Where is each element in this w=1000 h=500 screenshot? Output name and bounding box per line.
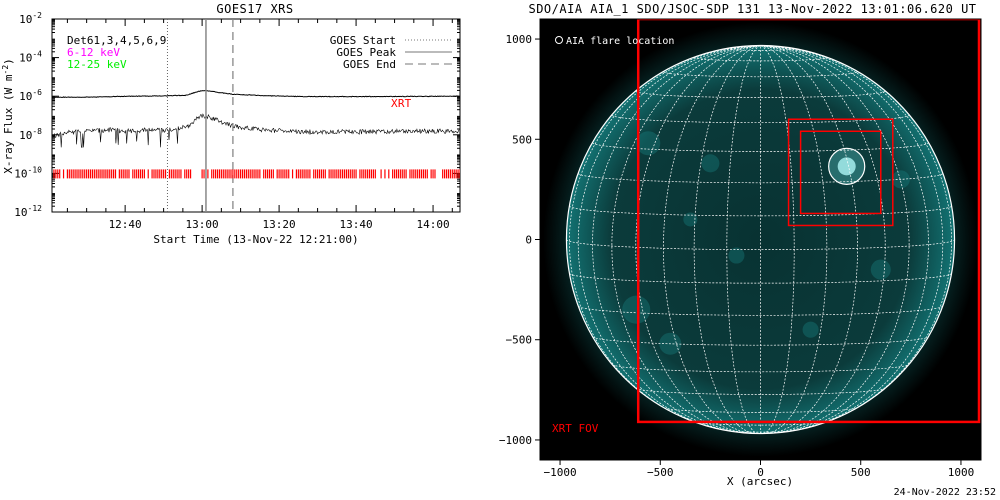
flare-location-marker xyxy=(828,147,866,185)
longitude-line xyxy=(693,45,761,434)
aia-y-tick-label: 500 xyxy=(512,133,532,146)
goes-flux-series-1 xyxy=(52,90,460,98)
aia-y-axis: 1000 500 0 −500 −1000 xyxy=(499,33,540,447)
goes-y-axis-label: X-ray Flux (W m-2) xyxy=(1,58,15,174)
goes-y-tick-label: 10-8 xyxy=(19,127,42,142)
longitude-line xyxy=(592,45,761,434)
longitude-line xyxy=(635,45,761,434)
goes-x-tick-label: 13:20 xyxy=(263,218,296,231)
aia-x-tick-label: 1000 xyxy=(948,466,975,479)
longitude-line xyxy=(760,45,795,434)
active-region-blob xyxy=(728,247,745,264)
legend-entry-label: GOES Start xyxy=(330,34,396,47)
goes-y-tick-base: 10 xyxy=(19,129,32,142)
aia-x-axis: −1000 −500 0 500 1000 xyxy=(543,460,974,479)
latitude-line xyxy=(695,421,826,426)
goes-flux-curves xyxy=(52,90,460,149)
aia-image-panel: AIA flare location XRT FOV −1000 −500 0 500… xyxy=(499,18,982,488)
goes-flux-series-2 xyxy=(52,113,460,149)
plot-timestamp: 24-Nov-2022 23:52 xyxy=(893,487,996,498)
latitude-line xyxy=(569,273,952,284)
goes-y-tick-label: 10-4 xyxy=(19,50,42,65)
latitude-line xyxy=(612,364,909,373)
legend-band-low: 6-12 keV xyxy=(67,46,120,59)
active-region-blob xyxy=(636,131,661,156)
goes-event-markers xyxy=(166,19,234,212)
active-region-blob xyxy=(870,259,891,280)
goes-x-axis-label: Start Time (13-Nov-22 12:21:00) xyxy=(153,233,358,246)
flare-legend-symbol xyxy=(555,36,563,44)
goes-y-tick-base: 10 xyxy=(19,13,32,26)
active-region-blob xyxy=(802,321,819,338)
legend-band-high: 12-25 keV xyxy=(67,58,127,71)
goes-x-tick-label: 13:40 xyxy=(340,218,373,231)
longitude-line xyxy=(760,45,858,434)
longitude-line xyxy=(611,45,761,434)
goes-y-tick-base: 10 xyxy=(19,90,32,103)
xrt-fov-box xyxy=(636,19,981,424)
region-boxes xyxy=(787,118,894,227)
aia-x-tick-label: 0 xyxy=(757,466,764,479)
goes-y-tick-exponent: -4 xyxy=(32,50,42,59)
active-region-blob xyxy=(683,212,698,227)
goes-y-tick-base: 10 xyxy=(19,52,32,65)
aia-x-tick-label: −1000 xyxy=(543,466,576,479)
goes-chart-title: GOES17 XRS xyxy=(216,2,294,16)
latitude-line xyxy=(592,142,929,152)
legend-entry-label: GOES Peak xyxy=(336,46,396,59)
longitude-line xyxy=(760,45,910,434)
latitude-line xyxy=(577,173,944,184)
goes-x-tick-label: 12:40 xyxy=(109,218,142,231)
longitude-line xyxy=(760,45,828,434)
flare-brightening xyxy=(837,157,856,176)
aia-y-tick-label: −1000 xyxy=(499,434,532,447)
xrt-fov-label: XRT FOV xyxy=(552,422,599,435)
longitude-line xyxy=(726,45,761,434)
longitude-line xyxy=(760,45,886,434)
goes-y-tick-base: 10 xyxy=(14,167,27,180)
goes-y-tick-exponent: -8 xyxy=(32,127,42,136)
flare-glow xyxy=(828,148,865,185)
legend-detectors: Det61,3,4,5,6,9 xyxy=(67,34,166,47)
xrt-coverage-label: XRT xyxy=(391,97,412,110)
goes-plot-frame xyxy=(51,18,461,213)
aia-y-tick-label: −500 xyxy=(506,334,533,347)
aia-y-tick-label: 1000 xyxy=(506,33,533,46)
region-box xyxy=(787,118,894,227)
solar-limb xyxy=(565,44,956,435)
longitude-line xyxy=(760,45,929,434)
goes-y-tick-label: 10-2 xyxy=(19,11,42,26)
goes-y-tick-exponent: -6 xyxy=(32,88,42,97)
legend-entry-label: GOES End xyxy=(343,58,396,71)
goes-x-axis: 12:40 13:00 13:20 13:40 14:00 xyxy=(66,19,453,231)
goes-y-tick-label: 10-12 xyxy=(14,204,42,219)
aia-image-title: SDO/AIA AIA_1 SDO/JSOC-SDP 131 13-Nov-20… xyxy=(528,2,977,16)
goes-y-tick-label: 10-6 xyxy=(19,88,42,103)
xrt-coverage-bars xyxy=(53,169,460,179)
goes-y-tick-exponent: -12 xyxy=(28,204,43,213)
goes-y-tick-exponent: -2 xyxy=(32,11,42,20)
goes-y-tick-base: 10 xyxy=(14,206,27,219)
aia-x-axis-label: X (arcsec) xyxy=(727,475,793,488)
active-region-blob xyxy=(701,154,720,173)
longitude-line xyxy=(663,45,761,434)
aia-x-tick-label: −500 xyxy=(647,466,674,479)
region-box xyxy=(799,130,882,215)
active-region-blob xyxy=(622,295,651,324)
aia-x-tick-label: 500 xyxy=(851,466,871,479)
goes-x-tick-label: 14:00 xyxy=(416,218,449,231)
latitude-line xyxy=(578,305,943,316)
aia-y-tick-label: 0 xyxy=(525,234,532,247)
goes-y-tick-label: 10-10 xyxy=(14,165,42,180)
goes-y-tick-exponent: -10 xyxy=(28,165,43,174)
flare-legend-label: AIA flare location xyxy=(566,36,674,47)
goes-x-tick-label: 13:00 xyxy=(186,218,219,231)
